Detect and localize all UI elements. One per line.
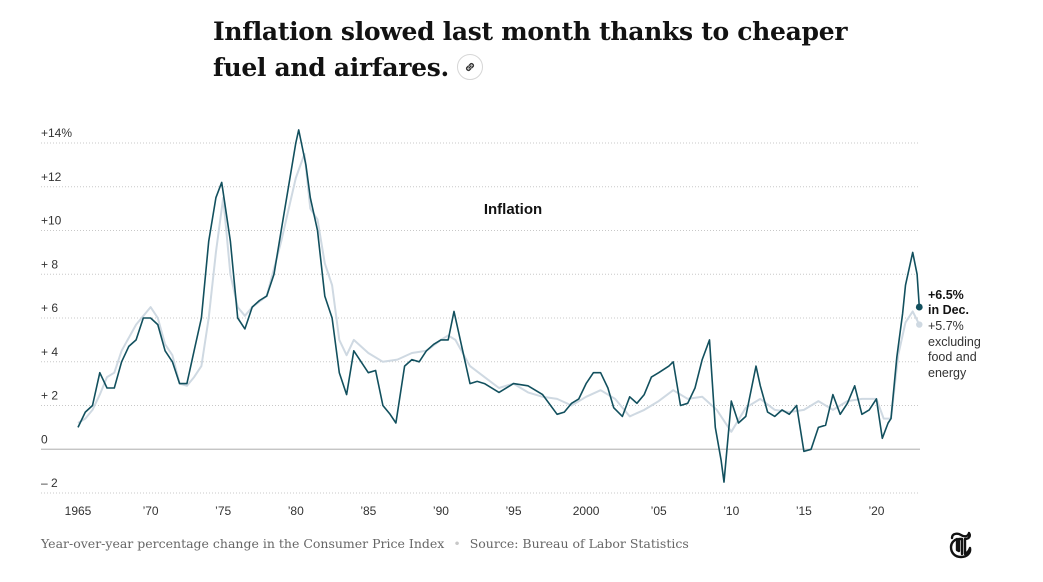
- grid-layer: [41, 142, 920, 494]
- source-credit: Source: Bureau of Labor Statistics: [469, 536, 689, 551]
- x-tick-label: ’10: [723, 504, 739, 518]
- headline-inflation-line: [77, 129, 921, 483]
- y-tick-label: + 2: [41, 389, 58, 403]
- y-tick-label: +12: [41, 170, 62, 184]
- chart-description: Year-over-year percentage change in the …: [41, 536, 445, 551]
- x-tick-label: ’20: [868, 504, 884, 518]
- x-tick-label: ’80: [288, 504, 304, 518]
- chart-title: Inflation: [484, 201, 542, 218]
- chart-footer: Year-over-year percentage change in the …: [41, 536, 689, 551]
- x-tick-label: 2000: [573, 504, 600, 518]
- x-tick-label: 1965: [65, 504, 92, 518]
- y-axis-labels: +14% +12 +10 + 8 + 6 + 4 + 2 0 – 2: [41, 126, 72, 490]
- core-value-label: +5.7%: [928, 319, 964, 333]
- y-tick-label: + 8: [41, 257, 58, 271]
- nyt-t-logo-icon[interactable]: [949, 530, 973, 560]
- headline-text: Inflation slowed last month thanks to ch…: [213, 17, 848, 82]
- copy-link-button[interactable]: [456, 53, 483, 80]
- x-tick-label: ’95: [506, 504, 522, 518]
- end-annotations: +6.5% in Dec. +5.7% excluding food and e…: [928, 288, 981, 380]
- y-tick-label: + 4: [41, 345, 58, 359]
- x-tick-label: ’15: [796, 504, 812, 518]
- x-tick-label: ’85: [360, 504, 376, 518]
- headline-value-label: +6.5%: [928, 288, 964, 302]
- x-tick-label: ’05: [651, 504, 667, 518]
- x-tick-label: ’90: [433, 504, 449, 518]
- inflation-chart: +14% +12 +10 + 8 + 6 + 4 + 2 0 – 2 1965 ’70 ’75 ’80…: [41, 126, 981, 518]
- y-tick-label: – 2: [41, 476, 58, 490]
- x-tick-label: ’75: [215, 504, 231, 518]
- link-icon: [465, 62, 474, 71]
- headline: Inflation slowed last month thanks to ch…: [213, 14, 853, 86]
- x-tick-label: ’70: [143, 504, 159, 518]
- headline-end-dot: [915, 303, 923, 311]
- y-tick-label: + 6: [41, 301, 58, 315]
- core-label-line-3: energy: [928, 366, 967, 380]
- x-axis-labels: 1965 ’70 ’75 ’80 ’85 ’90 ’95 2000 ’05 ’10 ’15 ’20: [65, 504, 885, 518]
- separator-dot: •: [453, 536, 461, 551]
- y-tick-label: 0: [41, 432, 48, 446]
- y-tick-label: +14%: [41, 126, 72, 140]
- core-label-line-2: food and: [928, 350, 977, 364]
- core-label-line-1: excluding: [928, 335, 981, 349]
- y-tick-label: +10: [41, 214, 62, 228]
- core-end-dot: [916, 321, 923, 328]
- headline-period-label: in Dec.: [928, 303, 969, 317]
